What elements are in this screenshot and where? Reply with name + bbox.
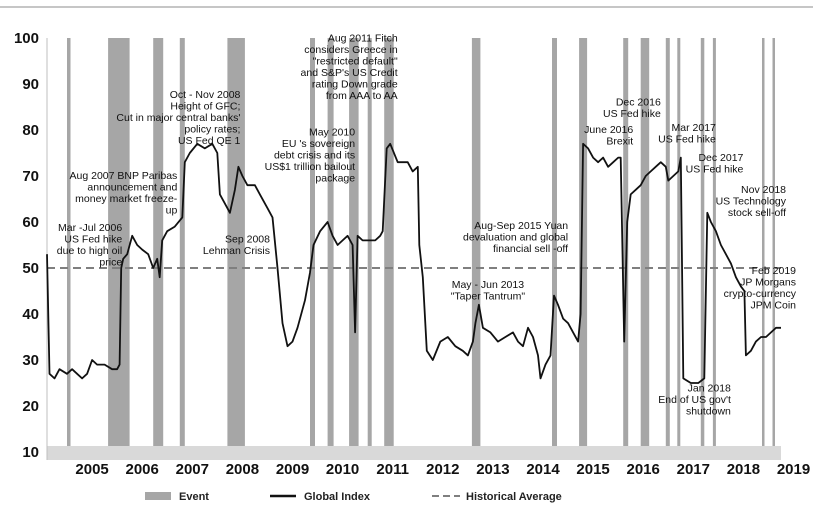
global-index-line [46,142,781,384]
event-bar [665,38,670,460]
event-bar [108,38,130,460]
x-tick-label: 2009 [276,461,309,478]
annotation: Sep 2008 Lehman Crisis [203,234,270,258]
x-tick-label: 2005 [75,461,108,478]
y-tick-label: 50 [22,260,39,277]
annotation: Oct - Nov 2008 Height of GFC; Cut in major… [116,89,240,147]
x-tick-label: 2008 [226,461,259,478]
y-tick-label: 40 [22,306,39,323]
y-tick-label: 10 [22,444,39,461]
event-bar [153,38,164,460]
event-bar [367,38,372,460]
legend-swatch [145,492,171,500]
event-bar [640,38,650,460]
global-index-series [46,142,781,384]
x-axis-band [47,446,781,460]
event-bar [471,38,481,460]
annotation: May - Jun 2013 "Taper Tantrum" [451,279,526,303]
event-bar [772,38,775,460]
x-tick-label: 2015 [576,461,609,478]
y-axis-ticks: 10 20 30 40 50 60 70 80 90 100 [14,30,39,461]
y-tick-label: 30 [22,352,39,369]
event-bar [712,38,716,460]
x-tick-label: 2011 [376,461,409,478]
event-bar [552,38,557,460]
event-bar [179,38,185,460]
annotation: May 2010 EU 's sovereign debt crisis and i… [265,127,356,185]
annotation: Aug 2011 Fitch considers Greece in "restri… [301,33,398,103]
y-tick-label: 80 [22,122,39,139]
annotation: Dec 2017 US Fed hike [686,152,744,176]
event-bar [227,38,245,460]
y-tick-label: 90 [22,76,39,93]
event-bar [700,38,705,460]
event-bar [349,38,359,460]
annotation: June 2016 Brexit [584,124,633,148]
annotation: Mar -Jul 2006 US Fed hike due to high oil p… [57,222,123,269]
y-tick-label: 70 [22,168,39,185]
y-tick-label: 20 [22,398,39,415]
x-tick-label: 2016 [627,461,660,478]
x-tick-label: 2014 [526,461,560,478]
annotation: Nov 2018 US Technology stock sell-off [716,184,787,219]
legend-label: Historical Average [466,491,562,503]
x-tick-label: 2012 [426,461,459,478]
x-axis-ticks: 2005 2006 2007 2008 2009 2010 2011 2012 2013 2014… [75,461,810,478]
event-bar [67,38,71,460]
event-bar [762,38,765,460]
x-tick-label: 2007 [176,461,209,478]
event-annotations: Mar -Jul 2006 US Fed hike due to high oil p… [57,33,797,418]
legend-label: Global Index [304,491,371,503]
annotation: Feb 2019 JP Morgans crypto-currency JPM Coi… [724,265,797,312]
event-bar [579,38,588,460]
x-tick-label: 2013 [476,461,509,478]
y-tick-label: 100 [14,30,39,47]
legend-label: Event [179,491,209,503]
event-bar [327,38,334,460]
x-tick-label: 2019 [777,461,810,478]
annotation: Aug 2007 BNP Paribas announcement and mone… [70,170,178,217]
event-bar [677,38,681,460]
annotation: Mar 2017 US Fed hike [658,122,716,146]
annotation: Jan 2018 End of US gov't shutdown [658,382,731,417]
legend: Event Global Index Historical Average [145,491,562,503]
annotation: Aug-Sep 2015 Yuan devaluation and global f… [463,220,568,255]
x-tick-label: 2006 [126,461,159,478]
x-tick-label: 2010 [326,461,359,478]
event-bar [384,38,394,460]
x-tick-label: 2017 [677,461,710,478]
y-tick-label: 60 [22,214,39,231]
annotation: Dec 2016 US Fed hike [603,97,661,121]
x-tick-label: 2018 [727,461,760,478]
